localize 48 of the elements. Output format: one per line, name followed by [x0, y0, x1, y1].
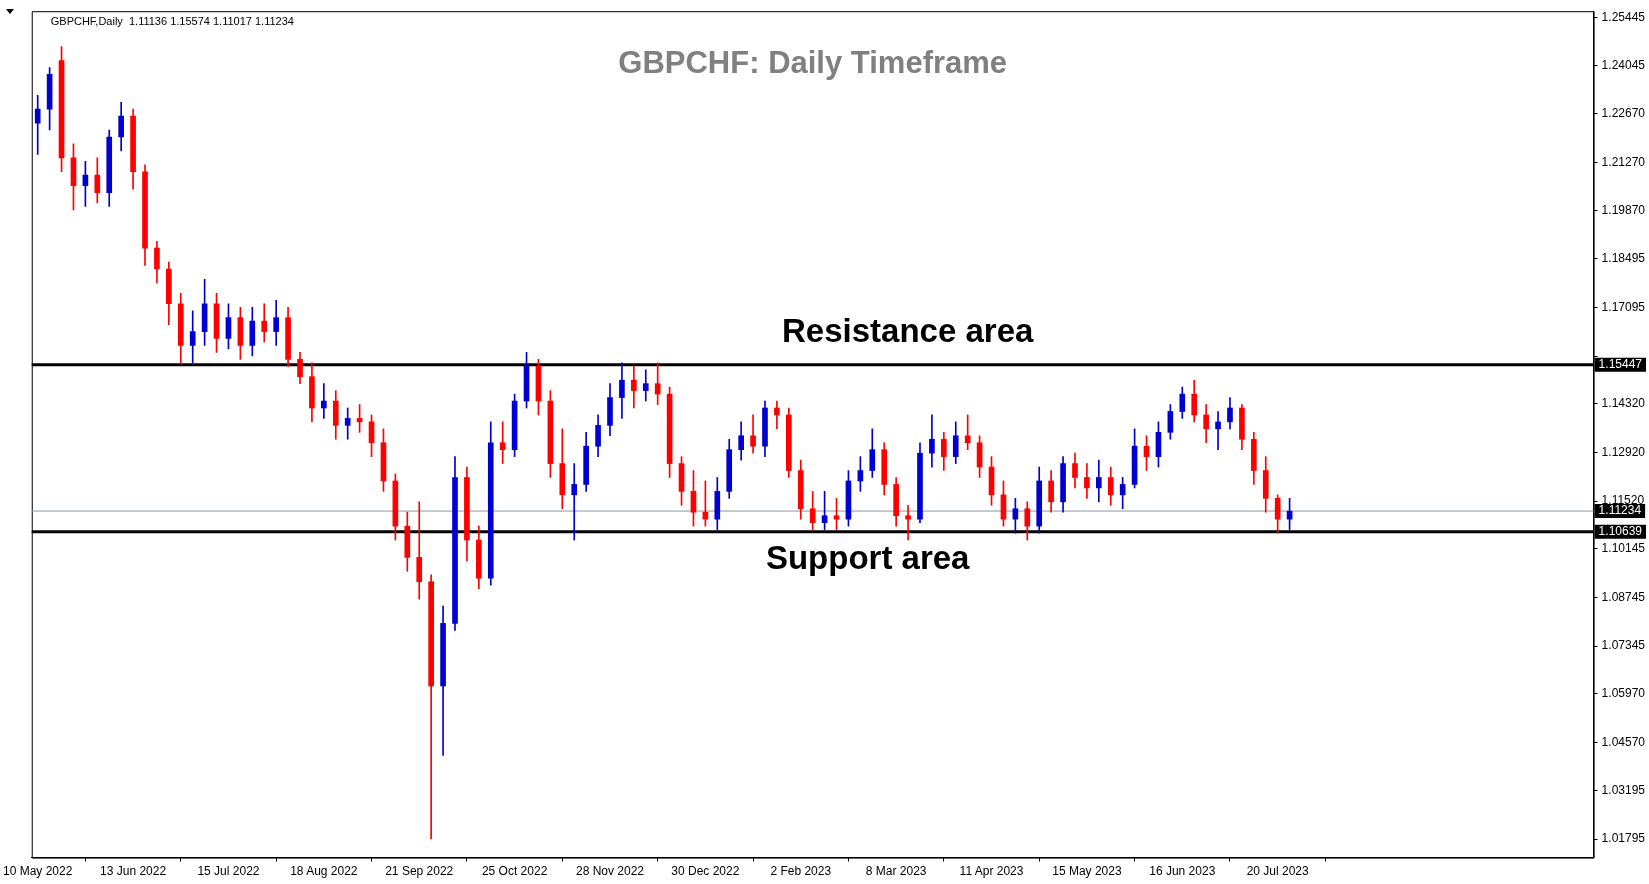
y-tick-label: 1.07345 — [1601, 638, 1646, 653]
x-tick-label: 10 May 2022 — [3, 864, 73, 879]
x-tick-label: 15 May 2023 — [1052, 864, 1122, 879]
y-tick-label: 1.10145 — [1601, 541, 1646, 556]
y-tick-label: 1.25445 — [1601, 9, 1646, 24]
annotation: Support area — [765, 538, 971, 576]
x-tick-label: 8 Mar 2023 — [865, 864, 927, 879]
text: GBPCHF: Daily Timeframe — [618, 44, 1008, 80]
x-tick-label: 11 Apr 2023 — [959, 864, 1024, 879]
candlestick — [654, 362, 661, 405]
y-tick-label: 1.05970 — [1601, 686, 1646, 701]
candlestick — [34, 94, 41, 155]
y-tick-label: 1.22670 — [1601, 106, 1646, 121]
candlestick — [416, 501, 423, 600]
y-tick-label: 1.19870 — [1601, 203, 1646, 218]
y-tick-label: 1.01795 — [1601, 831, 1646, 846]
candlestick — [964, 414, 971, 451]
y-tick-label: 1.24045 — [1601, 58, 1646, 73]
x-tick-label: 21 Sep 2022 — [385, 864, 454, 879]
candlestick — [499, 421, 506, 464]
x-tick-label: 20 Jul 2023 — [1246, 864, 1310, 879]
ref-line-label: 1.11234 — [1598, 503, 1642, 518]
y-tick-label: 1.21270 — [1601, 154, 1646, 169]
x-tick-label: 18 Aug 2022 — [290, 864, 358, 879]
y-tick-label: 1.12920 — [1601, 444, 1646, 459]
annotation: GBPCHF,Daily 1.11136 1.15574 1.11017 1.11234 — [50, 15, 294, 28]
candlestick — [571, 463, 578, 541]
y-tick-label: 1.04570 — [1601, 734, 1646, 749]
x-tick-label: 15 Jul 2022 — [197, 864, 260, 879]
candlestick — [905, 504, 911, 541]
x-tick-label: 2 Feb 2023 — [770, 864, 832, 879]
y-tick-label: 1.08745 — [1601, 589, 1646, 604]
candlestick — [344, 407, 351, 440]
y-tick-label: 1.18495 — [1601, 251, 1646, 266]
x-tick-label: 25 Oct 2022 — [481, 864, 548, 879]
y-tick-label: 1.03195 — [1601, 782, 1646, 797]
y-tick-label: 1.14320 — [1601, 396, 1646, 411]
annotation: Resistance area — [782, 311, 1034, 349]
x-tick-label: 28 Nov 2022 — [575, 864, 645, 879]
x-tick-label: 30 Dec 2022 — [671, 864, 740, 879]
ref-line-label: 1.10639 — [1598, 524, 1643, 539]
ref-line-label: 1.15447 — [1598, 356, 1643, 371]
x-tick-label: 13 Jun 2022 — [100, 864, 167, 879]
candlestick — [642, 369, 649, 402]
candlestick — [321, 383, 327, 419]
x-tick-label: 16 Jun 2023 — [1149, 864, 1216, 879]
candlestick — [1215, 411, 1221, 451]
y-tick-label: 1.17095 — [1601, 299, 1646, 314]
